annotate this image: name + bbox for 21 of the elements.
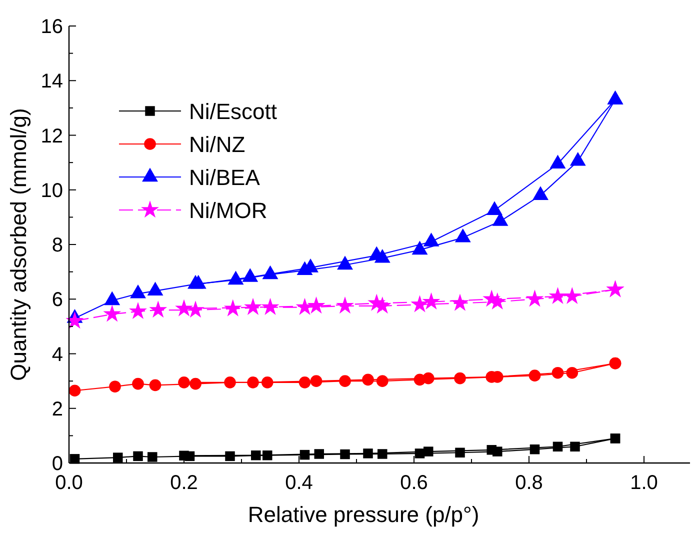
y-tick-label: 4 — [52, 344, 63, 366]
x-tick-label: 0.0 — [55, 472, 83, 494]
x-tick-label: 0.6 — [400, 472, 428, 494]
y-tick-label: 12 — [40, 125, 63, 148]
y-tick-label: 0 — [52, 453, 63, 475]
legend-label: Ni/Escott — [189, 99, 278, 124]
legend-label: Ni/MOR — [189, 198, 268, 223]
y-tick-label: 14 — [40, 70, 63, 93]
y-tick-label: 8 — [52, 234, 63, 256]
x-tick-label: 0.4 — [285, 472, 313, 494]
y-tick-label: 6 — [52, 289, 63, 312]
y-tick-label: 16 — [40, 16, 63, 38]
legend-label: Ni/BEA — [189, 165, 260, 190]
x-tick-label: 0.2 — [170, 472, 198, 494]
x-tick-label: 0.8 — [515, 472, 543, 494]
x-axis-title: Relative pressure (p/p°) — [248, 502, 480, 527]
x-tick-label: 1.0 — [630, 472, 658, 494]
y-axis-title: Quantity adsorbed (mmol/g) — [6, 108, 31, 381]
y-tick-label: 2 — [52, 398, 63, 420]
y-tick-label: 10 — [40, 180, 63, 202]
legend-label: Ni/NZ — [189, 132, 246, 157]
